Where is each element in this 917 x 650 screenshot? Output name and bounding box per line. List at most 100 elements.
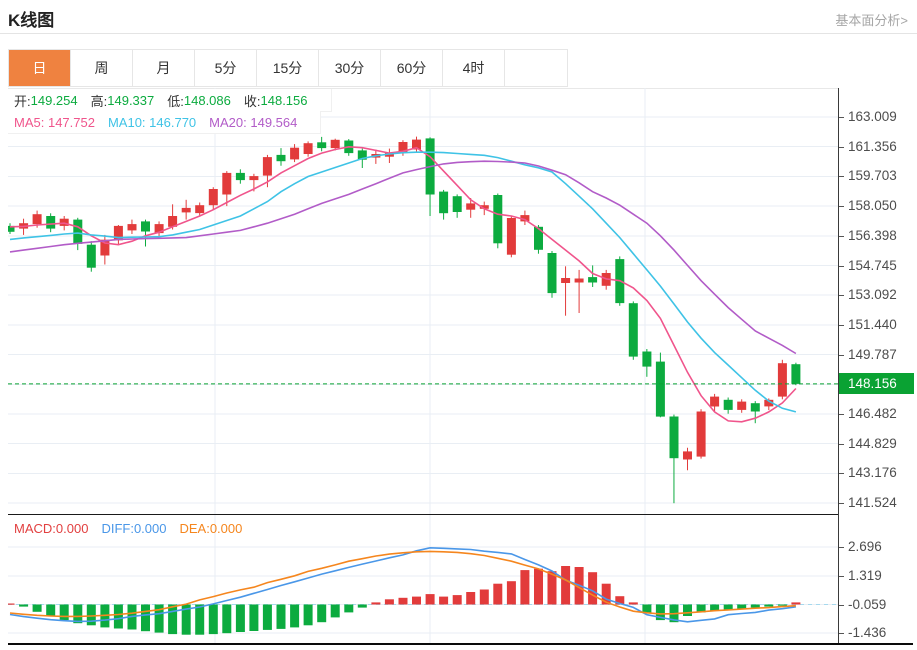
macd-histogram-bar (493, 583, 503, 605)
macd-histogram-bar (262, 604, 272, 630)
macd-histogram-bar (412, 596, 421, 605)
candle-body (8, 225, 15, 232)
candle-body (655, 361, 665, 417)
candlestick-chart[interactable] (8, 88, 838, 515)
macd-histogram-bar (520, 570, 530, 605)
candle-body (479, 205, 489, 209)
candle-body (384, 153, 394, 157)
low-label: 低: (167, 93, 184, 109)
ma20-label: MA20: (209, 114, 247, 130)
tab-4[interactable]: 15分 (257, 50, 319, 86)
macd-histogram-bar (303, 604, 313, 626)
candle-body (181, 207, 191, 213)
macd-histogram-bar (710, 604, 720, 611)
ma10-value: 146.770 (149, 114, 197, 130)
candle-body (412, 139, 421, 150)
macd-histogram-bar (601, 583, 611, 605)
candle-body (574, 278, 584, 283)
candle-body (262, 157, 272, 176)
dea-line (9, 550, 796, 618)
price-tick: 154.745 (848, 257, 897, 273)
macd-histogram-bar (452, 595, 462, 605)
period-tab-bar: 日周月 5分 15分 30分 60分 4时 (8, 49, 568, 87)
candle-body (439, 191, 449, 214)
macd-histogram-bar (506, 581, 516, 605)
macd-histogram-bar (19, 604, 29, 607)
candle-body (86, 244, 96, 268)
price-tick-mark (839, 176, 844, 178)
candle-body (290, 147, 300, 160)
macd-histogram-bar (384, 599, 394, 605)
tab-6[interactable]: 60分 (381, 50, 443, 86)
candle-body (493, 195, 503, 244)
macd-histogram-bar (588, 572, 598, 605)
ma5-line (9, 145, 797, 423)
diff-line (9, 546, 797, 623)
macd-histogram-bar (642, 604, 652, 613)
macd-histogram-bar (222, 604, 232, 634)
price-tick: 159.703 (848, 168, 897, 184)
tab-2[interactable]: 月 (133, 50, 195, 86)
candle-body (398, 142, 408, 154)
candle-body (723, 399, 733, 410)
macd-histogram-bar (628, 602, 638, 605)
price-tick-mark (839, 414, 844, 415)
candle-body (561, 278, 571, 283)
fundamental-analysis-link[interactable]: 基本面分析> (835, 13, 908, 28)
candle-body (737, 401, 747, 410)
tab-5[interactable]: 30分 (319, 50, 381, 86)
page-title: K线图 (8, 11, 55, 30)
ma20-line (9, 160, 797, 355)
candle-body (154, 224, 164, 234)
macd-label: MACD: (14, 520, 56, 536)
macd-histogram-bar (113, 604, 123, 629)
candle-body (127, 224, 137, 231)
price-tick-mark (839, 473, 844, 475)
candle-body (303, 143, 313, 154)
macd-histogram-bar (371, 602, 381, 605)
candle-body (249, 176, 259, 181)
macd-histogram-bar (276, 604, 286, 629)
price-tick-mark (839, 206, 844, 208)
tab-0[interactable]: 日 (9, 50, 71, 86)
diff-value: 0.000 (133, 520, 167, 536)
candle-body (330, 139, 340, 149)
candle-body (669, 416, 679, 459)
macd-chart[interactable] (8, 515, 838, 645)
candle-body (764, 399, 774, 407)
high-value: 149.337 (107, 92, 155, 108)
macd-histogram-bar (8, 603, 15, 605)
macd-histogram-bar (791, 602, 801, 605)
candle-body (791, 364, 801, 384)
macd-histogram-bar (764, 604, 774, 607)
dea-label: DEA: (179, 520, 210, 536)
macd-histogram-bar (534, 568, 543, 605)
tab-3[interactable]: 5分 (195, 50, 257, 86)
candle-body (534, 226, 543, 250)
price-tick-mark (839, 295, 844, 297)
price-tick-mark (839, 235, 844, 237)
macd-histogram-bar (168, 604, 178, 635)
tab-1[interactable]: 周 (71, 50, 133, 86)
candle-body (696, 411, 706, 457)
candle-body (276, 154, 286, 162)
ma20-value: 149.564 (250, 114, 298, 130)
candle-body (357, 150, 367, 160)
ma5-value: 147.752 (47, 114, 95, 130)
macd-histogram-bar (141, 604, 150, 632)
macd-tick: -0.059 (848, 596, 887, 612)
current-price-badge: 148.156 (839, 373, 914, 395)
candle-body (73, 219, 83, 244)
candle-body (235, 172, 245, 181)
macd-histogram-bar (317, 604, 327, 623)
macd-histogram-bar (561, 566, 571, 605)
macd-tick: 1.319 (848, 567, 882, 583)
price-axis: 163.009 161.356 159.703 158.050 156.398 154.7… (838, 88, 917, 643)
candle-body (452, 196, 462, 212)
close-label: 收: (243, 93, 261, 109)
tab-7[interactable]: 4时 (443, 50, 505, 86)
candle-body (683, 451, 692, 460)
ma10-label: MA10: (107, 114, 146, 130)
macd-histogram-bar (723, 604, 733, 610)
